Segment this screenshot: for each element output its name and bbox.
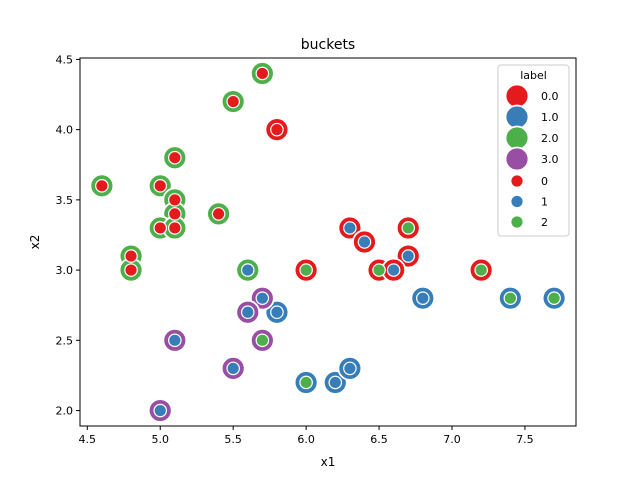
- label-marker: [211, 207, 226, 221]
- label-marker: [401, 249, 416, 263]
- legend-label: 3.0: [541, 153, 559, 166]
- x-tick-label: 6.0: [297, 433, 315, 446]
- legend-title: label: [520, 69, 547, 82]
- y-tick-label: 3.0: [56, 264, 74, 277]
- label-marker: [343, 361, 357, 376]
- label-marker: [255, 66, 270, 81]
- label-marker: [168, 150, 182, 165]
- label-marker: [270, 305, 284, 320]
- legend-marker: [510, 174, 524, 188]
- legend-label: 1.0: [541, 111, 559, 124]
- label-marker: [503, 291, 518, 305]
- series-2: [255, 221, 561, 390]
- series-1: [153, 221, 430, 418]
- x-axis: 4.5 5.0 5.5 6.0 6.5 7.0 7.5: [79, 426, 534, 446]
- legend-marker: [504, 146, 530, 172]
- x-tick-label: 5.0: [151, 433, 169, 446]
- x-tick-label: 7.5: [516, 433, 534, 446]
- legend-marker: [504, 104, 530, 130]
- legend-marker: [510, 215, 524, 229]
- label-marker: [153, 221, 168, 235]
- label-marker: [255, 333, 270, 348]
- label-marker: [240, 305, 255, 320]
- legend-marker: [510, 194, 524, 209]
- label-marker: [168, 333, 182, 348]
- x-tick-label: 7.0: [443, 433, 461, 446]
- label-marker: [299, 263, 313, 277]
- label-marker: [168, 207, 182, 221]
- label-marker: [547, 291, 561, 305]
- label-marker: [226, 94, 240, 109]
- label-marker: [328, 375, 343, 390]
- plot-frame: [79, 57, 577, 427]
- label-marker: [401, 221, 416, 235]
- legend-label: 0: [541, 175, 548, 188]
- label-marker: [357, 235, 372, 249]
- legend-marker: [504, 125, 530, 151]
- label-marker: [153, 179, 168, 193]
- y-tick-label: 2.0: [56, 405, 74, 418]
- legend-label: 2: [541, 216, 548, 229]
- label-marker: [372, 263, 386, 277]
- label-marker: [299, 375, 313, 390]
- label-marker: [168, 221, 182, 235]
- x-tick-label: 5.5: [224, 433, 242, 446]
- label-marker: [416, 291, 430, 305]
- label-marker: [95, 179, 109, 193]
- label-marker: [226, 361, 240, 376]
- legend-label: 2.0: [541, 132, 559, 145]
- y-tick-label: 3.5: [56, 194, 74, 207]
- legend-marker: [504, 83, 530, 109]
- y-tick-label: 4.0: [56, 124, 74, 137]
- label-marker: [153, 403, 168, 418]
- label-marker: [474, 263, 488, 277]
- y-tick-label: 4.5: [56, 53, 74, 66]
- label-marker: [270, 122, 284, 137]
- label-marker: [240, 263, 255, 277]
- label-marker: [124, 263, 138, 277]
- x-axis-label: x1: [321, 455, 336, 469]
- legend: label 0.0 1.0 2.0 3.0 0 1 2: [497, 64, 570, 237]
- y-axis-label: x2: [28, 235, 42, 250]
- x-tick-label: 4.5: [79, 433, 97, 446]
- legend-label: 1: [541, 196, 548, 209]
- chart-title: buckets: [301, 37, 355, 53]
- legend-label: 0.0: [541, 90, 559, 103]
- y-tick-label: 2.5: [56, 334, 74, 347]
- label-marker: [168, 193, 182, 207]
- series-0: [95, 66, 284, 277]
- y-axis: 2.0 2.5 3.0 3.5 4.0 4.5: [56, 53, 80, 418]
- points-layer: [89, 61, 567, 423]
- label-marker: [386, 263, 401, 277]
- x-tick-label: 6.5: [370, 433, 388, 446]
- label-marker: [343, 221, 357, 235]
- label-marker: [255, 291, 270, 305]
- label-marker: [124, 249, 138, 263]
